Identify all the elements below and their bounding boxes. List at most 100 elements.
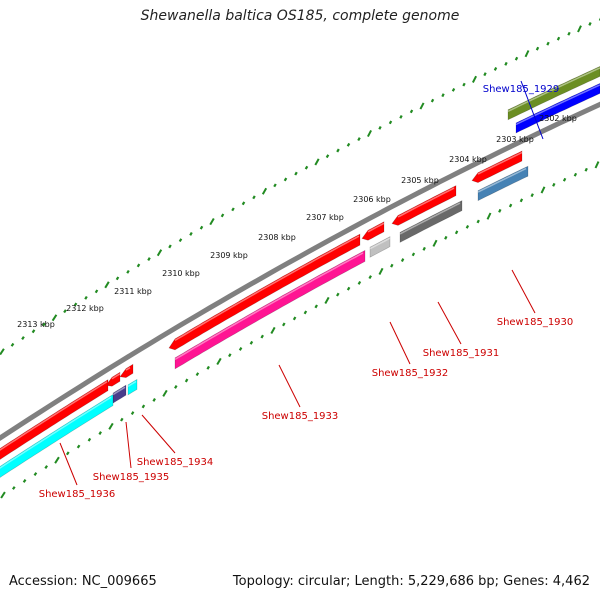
minor-tick [21, 336, 25, 341]
minor-tick [588, 22, 592, 26]
minor-tick [535, 46, 540, 51]
minor-tick [273, 183, 277, 188]
gene-bar-shew185-1936-top[interactable] [0, 379, 109, 463]
ruler-label: 2304 kbp [449, 155, 487, 164]
major-tick [432, 239, 438, 247]
minor-tick [174, 385, 178, 389]
gene-bar-shew185-1936[interactable] [0, 394, 114, 481]
gene-bar-shew185-1934-top[interactable] [119, 363, 134, 378]
major-tick [314, 158, 320, 166]
gene-label[interactable]: Shew185_1935 [93, 472, 170, 483]
gene-label[interactable]: Shew185_1929 [483, 84, 560, 95]
minor-tick [115, 276, 120, 281]
gene-label[interactable]: Shew185_1932 [372, 368, 449, 379]
gene-bar-shew185-1933-pink-highlight [174, 252, 364, 361]
gene-label[interactable]: Shew185_1934 [137, 457, 214, 468]
minor-tick [292, 316, 297, 321]
gene-bar-shew185-1930-top-highlight [477, 151, 523, 175]
minor-tick [195, 372, 200, 377]
ruler-label: 2303 kbp [496, 135, 534, 144]
gene-bar-shew185-1931-gray[interactable] [399, 200, 463, 243]
gene-leader-line [511, 269, 536, 314]
major-tick [156, 249, 163, 257]
minor-tick [556, 36, 561, 41]
minor-tick [346, 142, 351, 147]
minor-tick [430, 98, 435, 103]
gene-bar-shew185-1934-highlight [127, 380, 137, 388]
gene-label[interactable]: Shew185_1936 [39, 489, 116, 500]
minor-tick [10, 342, 15, 347]
minor-tick [303, 310, 308, 315]
ruler-label: 2311 kbp [114, 287, 152, 296]
gene-bar-shew185-1929[interactable] [515, 83, 600, 134]
gene-bar-shew185-1932[interactable] [369, 236, 391, 258]
minor-tick [304, 165, 309, 170]
minor-tick [126, 269, 130, 274]
minor-tick [65, 451, 70, 456]
minor-tick [141, 404, 146, 409]
minor-tick [199, 225, 204, 230]
gene-bar-shew185-1933[interactable] [168, 233, 361, 351]
minor-tick [283, 177, 288, 182]
major-tick [524, 50, 530, 58]
gene-label[interactable]: Shew185_1931 [423, 348, 500, 359]
minor-tick [241, 201, 246, 206]
gene-bar-shew185-1931[interactable] [391, 185, 457, 226]
minor-tick [498, 208, 502, 213]
gene-bar-shew185-1936-highlight [0, 396, 112, 469]
minor-tick [282, 322, 286, 327]
minor-tick [252, 195, 256, 200]
minor-tick [238, 347, 243, 351]
gene-bar-shew185-1934[interactable] [127, 378, 138, 396]
minor-tick [357, 137, 361, 142]
ruler-label: 2313 kbp [17, 320, 55, 329]
minor-tick [31, 329, 36, 334]
minor-tick [378, 126, 382, 130]
minor-tick [346, 286, 351, 291]
major-tick [270, 326, 276, 334]
gene-bar-shew185-1935[interactable] [112, 384, 127, 404]
major-tick [216, 357, 222, 366]
gene-bar-shew185-1933-pink[interactable] [174, 249, 366, 370]
minor-tick [519, 198, 524, 203]
gene-labels: Shew185_1929 Shew185_1930 Shew185_1931 Shew… [39, 80, 574, 500]
minor-tick [546, 41, 550, 46]
minor-tick [390, 263, 394, 268]
gene-bar-shew185-1930-highlight [477, 167, 527, 193]
major-tick [54, 456, 60, 464]
minor-tick [136, 263, 141, 268]
gene-label[interactable]: Shew185_1933 [262, 411, 339, 422]
accession-text: Accession: NC_009665 [9, 574, 157, 589]
minor-tick [411, 252, 416, 257]
minor-tick [325, 154, 330, 159]
major-tick [324, 296, 330, 304]
minor-tick [168, 244, 172, 249]
outer-tick-ring [0, 17, 600, 356]
gene-leader-line [437, 301, 462, 345]
minor-tick [400, 258, 405, 262]
minor-tick [73, 302, 78, 307]
genome-backbone [0, 101, 600, 441]
gene-bar-shew185-1929-olive-highlight [507, 67, 600, 112]
minor-tick [120, 417, 124, 422]
gene-bar-shew185-1931-gray-highlight [399, 202, 461, 235]
gene-bar-shew185-1932-top-highlight [367, 222, 385, 233]
minor-tick [504, 61, 508, 66]
minor-tick [147, 257, 151, 261]
minor-tick [552, 182, 556, 187]
minor-tick [388, 120, 393, 125]
gene-bar-shew185-1932-top[interactable] [361, 221, 385, 241]
minor-tick [462, 82, 466, 87]
major-tick [209, 217, 215, 226]
minor-tick [84, 295, 88, 300]
minor-tick [220, 213, 225, 218]
gene-bar-shew185-1930[interactable] [477, 165, 529, 202]
minor-tick [314, 304, 318, 309]
inner-tick-ring [0, 161, 600, 499]
gene-leader-line [520, 80, 544, 140]
minor-tick [483, 72, 487, 77]
gene-bar-shew185-1930-top[interactable] [471, 150, 523, 183]
minor-tick [451, 88, 456, 92]
gene-label[interactable]: Shew185_1930 [497, 317, 574, 328]
